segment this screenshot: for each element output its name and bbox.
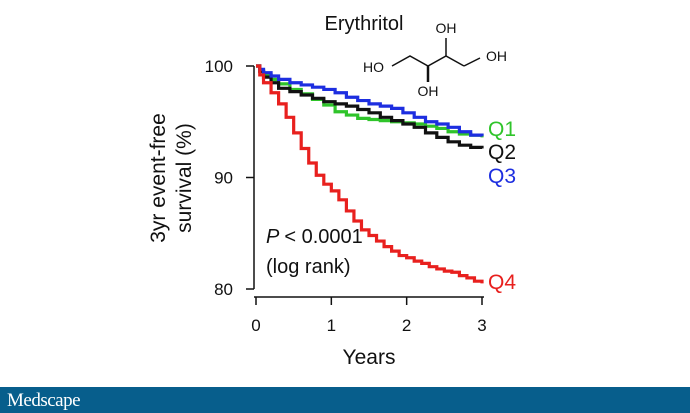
y-axis-line2: survival (%) xyxy=(173,123,196,233)
legend-q4-label: Q4 xyxy=(488,271,516,294)
p-value-annotation: P < 0.0001 (log rank) xyxy=(266,226,363,278)
series-group xyxy=(256,64,484,284)
series-q3-line xyxy=(256,64,484,137)
molecule-label: OH xyxy=(418,83,439,99)
y-ticks: 80 90 100 xyxy=(205,57,254,299)
footer-bar: Medscape xyxy=(0,387,690,413)
legend-q1-label: Q1 xyxy=(488,118,516,141)
y-axis-line1: 3yr event-free xyxy=(147,113,170,243)
x-ticks: 0 1 2 3 xyxy=(251,297,487,335)
x-tick-label: 1 xyxy=(327,316,336,335)
p-symbol: P xyxy=(266,226,280,248)
legend-q2-label: Q2 xyxy=(488,141,516,164)
y-tick-label: 80 xyxy=(214,280,233,299)
molecule-label: HO xyxy=(363,59,384,75)
x-tick-label: 2 xyxy=(402,316,411,335)
molecule-title: Erythritol xyxy=(325,13,404,35)
y-tick-label: 90 xyxy=(214,169,233,188)
legend-q3-label: Q3 xyxy=(488,165,516,188)
test-method: (log rank) xyxy=(266,256,350,278)
y-tick-label: 100 xyxy=(205,57,233,76)
molecule-backbone xyxy=(391,55,465,67)
series-q4-line xyxy=(256,64,484,284)
series-q2-line xyxy=(256,64,484,149)
molecule-structure: Erythritol HO OH OH OH xyxy=(325,13,507,99)
x-tick-label: 3 xyxy=(477,316,486,335)
p-value: < 0.0001 xyxy=(284,226,362,248)
x-axis-title: Years xyxy=(343,346,396,369)
medscape-logo[interactable]: Medscape xyxy=(7,390,81,411)
molecule-bond xyxy=(463,57,481,67)
molecule-label: OH xyxy=(486,48,507,64)
x-tick-label: 0 xyxy=(251,316,260,335)
molecule-label: OH xyxy=(436,20,457,36)
svg-text:P< 0.0001: P < 0.0001 xyxy=(266,226,363,248)
